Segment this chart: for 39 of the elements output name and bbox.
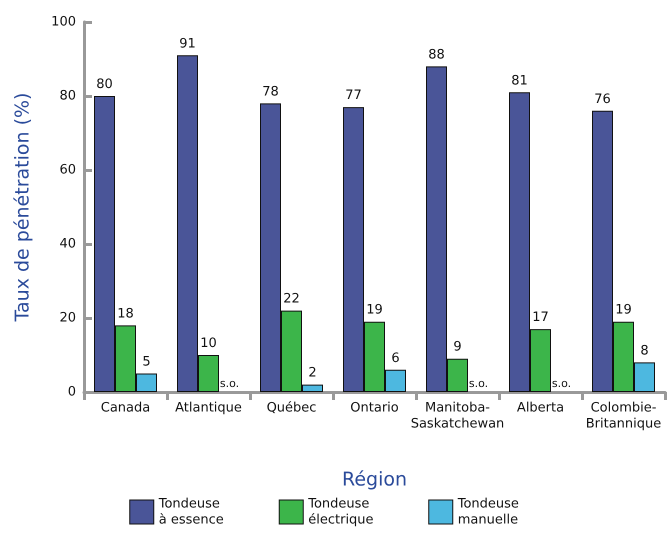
data-label: 19 <box>366 302 383 318</box>
data-label: 5 <box>142 354 151 370</box>
y-axis-title: Taux de pénétration (%) <box>12 92 34 322</box>
text: s.o. <box>220 377 240 390</box>
x-tick-label: Atlantique <box>175 400 242 416</box>
data-label: 76 <box>594 92 611 107</box>
y-tick-label: 20 <box>59 310 76 326</box>
data-label: 88 <box>428 47 445 62</box>
x-tick-label: Québec <box>266 400 316 416</box>
x-tick-label: Colombie-Britannique <box>586 400 662 432</box>
x-tick-label: Manitoba-Saskatchewan <box>410 400 504 432</box>
x-tick-label: Canada <box>100 400 150 416</box>
data-label: 2 <box>308 366 317 381</box>
text: s.o. <box>468 377 488 390</box>
y-tick-label: 80 <box>59 88 76 104</box>
data-label: 18 <box>117 306 134 322</box>
data-label: 22 <box>283 292 300 307</box>
data-label: 8 <box>640 343 649 358</box>
data-label: 91 <box>179 36 196 52</box>
y-tick-label: 40 <box>59 236 76 252</box>
data-label: 19 <box>615 302 632 318</box>
data-label: 17 <box>532 310 549 326</box>
legend-label: Tondeuse manuelle <box>456 496 524 528</box>
x-tick-label: Alberta <box>516 400 564 416</box>
data-label: 9 <box>453 340 462 355</box>
text: s.o. <box>552 377 572 390</box>
y-tick-label: 100 <box>51 14 76 30</box>
data-label: 77 <box>345 88 362 104</box>
y-tick-label: 0 <box>68 384 76 400</box>
y-tick-label: 60 <box>59 162 76 178</box>
legend-label: Tondeuse électrique <box>307 496 374 528</box>
x-axis-title: Région <box>342 468 408 490</box>
data-label: 10 <box>200 336 217 351</box>
data-label: 78 <box>262 84 279 100</box>
data-label: 81 <box>511 73 528 88</box>
legend-label: Tondeuse à essence <box>158 496 224 528</box>
x-tick-label: Ontario <box>350 400 399 416</box>
data-label: 80 <box>96 77 113 92</box>
data-label: 6 <box>391 350 400 366</box>
